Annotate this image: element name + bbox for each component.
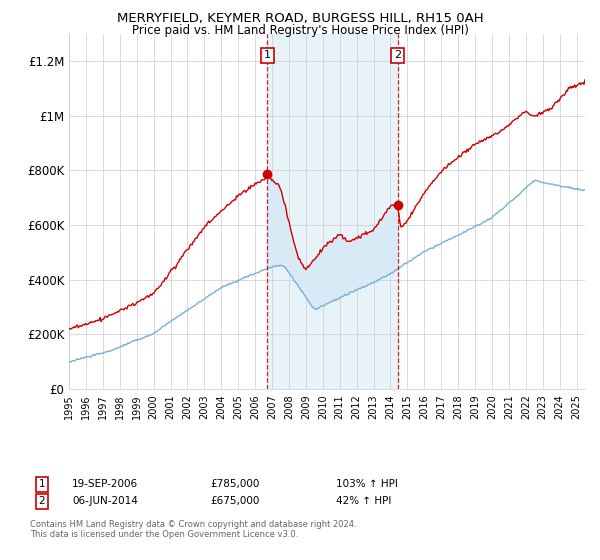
Text: 1: 1 bbox=[264, 50, 271, 60]
Text: MERRYFIELD, KEYMER ROAD, BURGESS HILL, RH15 0AH: MERRYFIELD, KEYMER ROAD, BURGESS HILL, R… bbox=[116, 12, 484, 25]
Text: 103% ↑ HPI: 103% ↑ HPI bbox=[336, 479, 398, 489]
Text: 06-JUN-2014: 06-JUN-2014 bbox=[72, 496, 138, 506]
Text: £675,000: £675,000 bbox=[210, 496, 259, 506]
Text: £785,000: £785,000 bbox=[210, 479, 259, 489]
Text: Contains HM Land Registry data © Crown copyright and database right 2024.
This d: Contains HM Land Registry data © Crown c… bbox=[30, 520, 356, 539]
Text: Price paid vs. HM Land Registry's House Price Index (HPI): Price paid vs. HM Land Registry's House … bbox=[131, 24, 469, 37]
Text: 2: 2 bbox=[38, 496, 46, 506]
Text: 2: 2 bbox=[394, 50, 401, 60]
Text: 1: 1 bbox=[38, 479, 46, 489]
Text: 19-SEP-2006: 19-SEP-2006 bbox=[72, 479, 138, 489]
Bar bbox=[267, 34, 398, 389]
Text: 42% ↑ HPI: 42% ↑ HPI bbox=[336, 496, 391, 506]
